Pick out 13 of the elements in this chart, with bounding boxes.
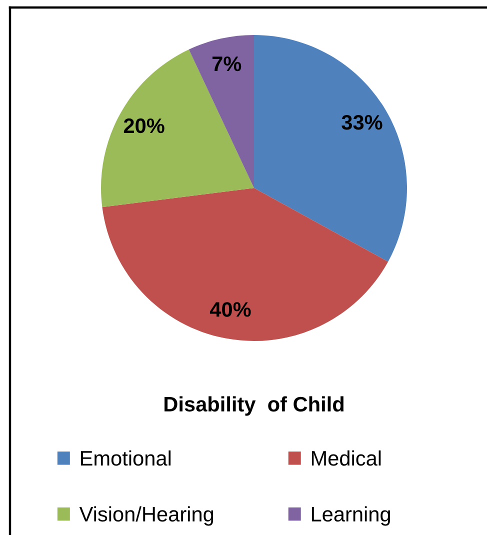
pie-slice — [254, 35, 407, 262]
legend-label: Emotional — [81, 450, 171, 466]
pie-slice — [101, 50, 254, 208]
text: Disability of Child — [164, 396, 344, 416]
legend-label: Medical — [312, 450, 381, 466]
data-label: 7% — [212, 56, 242, 72]
pie-slice — [102, 188, 388, 341]
data-label: 20% — [124, 118, 164, 134]
pie-slice — [188, 35, 254, 188]
legend-label: Vision/Hearing — [79, 506, 214, 526]
legend-label: Learning — [312, 506, 390, 526]
data-label: 33% — [342, 114, 382, 130]
data-label: 40% — [210, 302, 251, 317]
